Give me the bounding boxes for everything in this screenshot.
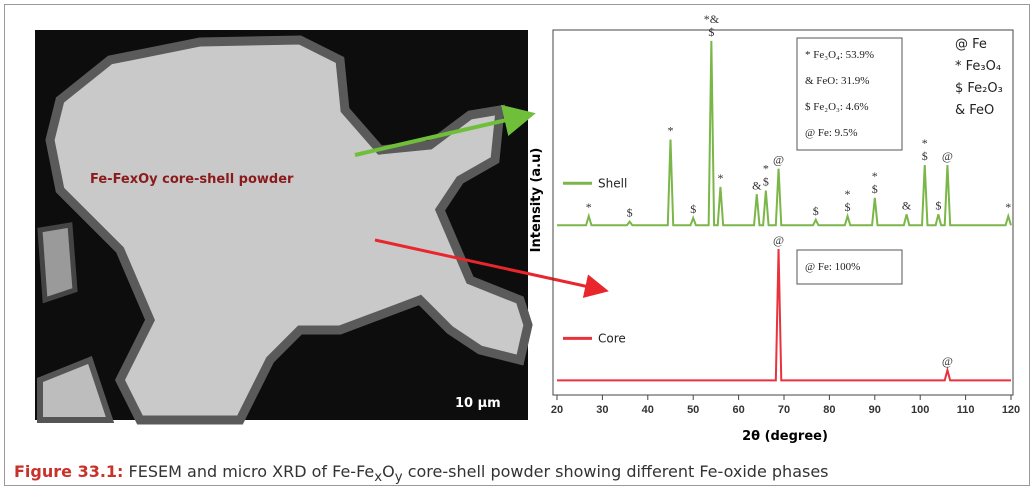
peak-label: @ [942, 149, 953, 163]
caption: Figure 33.1: FESEM and micro XRD of Fe-F… [14, 462, 829, 485]
caption-text: O [382, 462, 395, 481]
plot-frame [552, 29, 1014, 396]
y-axis-label: Intensity (a.u) [529, 148, 544, 253]
caption-label: Figure 33.1: [14, 462, 124, 481]
phase-key: & FeO [955, 103, 994, 118]
x-tick-label: 40 [642, 404, 654, 416]
info-box-line: @ Fe: 100% [805, 261, 860, 273]
peak-label: & [752, 178, 762, 192]
peak-label: $ [763, 175, 769, 189]
figure-frame [4, 4, 1030, 486]
x-tick-label: 100 [911, 404, 929, 416]
peak-label: *& [704, 12, 720, 26]
caption-sub: x [374, 470, 383, 486]
x-tick-label: 60 [732, 404, 744, 416]
caption-sub: y [394, 470, 403, 486]
x-tick-label: 70 [778, 404, 790, 416]
peak-label: $ [872, 182, 878, 196]
phase-key: $ Fe₂O₃ [955, 81, 1003, 96]
sem-image: Fe-FexOy core-shell powder 10 µm [35, 30, 533, 425]
info-box [796, 37, 903, 151]
info-box-line: * Fe₃O₄: 53.9% [805, 49, 874, 61]
peak-label: * [586, 200, 592, 214]
arrow [374, 238, 609, 298]
legend-label: Shell [598, 176, 627, 190]
caption-text: core-shell powder showing different Fe-o… [402, 462, 829, 481]
x-tick-label: 80 [823, 404, 835, 416]
x-tick-label: 30 [596, 404, 608, 416]
peak-label: @ [773, 233, 784, 247]
peak-label: * [845, 187, 851, 201]
x-axis-label: 2θ (degree) [742, 429, 828, 444]
peak-label: $ [708, 25, 714, 39]
peak-label: $ [690, 202, 696, 216]
info-box [796, 249, 903, 285]
caption-text: FESEM and micro XRD of Fe-Fe [128, 462, 375, 481]
peak-label: $ [935, 198, 941, 212]
peak-label: $ [627, 206, 633, 220]
peak-label: * [717, 171, 723, 185]
peak-label: @ [773, 153, 784, 167]
x-tick-label: 110 [957, 404, 975, 416]
phase-key: * Fe₃O₄ [955, 59, 1001, 74]
peak-label: * [922, 136, 928, 150]
sem-label: Fe-FexOy core-shell powder [90, 172, 294, 187]
scale-bar-label: 10 µm [455, 396, 501, 411]
peak-label: * [872, 169, 878, 183]
x-tick-label: 20 [551, 404, 563, 416]
phase-key: @ Fe [955, 37, 987, 52]
info-box-line: & FeO: 31.9% [805, 75, 869, 87]
series-line [557, 40, 1012, 227]
legend-label: Core [598, 331, 626, 345]
peak-label: $ [922, 149, 928, 163]
peak-label: * [763, 162, 769, 176]
peak-label: * [1005, 200, 1011, 214]
peak-label: $ [845, 200, 851, 214]
info-box-line: @ Fe: 9.5% [805, 127, 858, 139]
x-tick-label: 120 [1002, 404, 1020, 416]
series-line [557, 248, 1011, 382]
x-tick-label: 90 [869, 404, 881, 416]
peak-label: @ [942, 354, 953, 368]
arrow [354, 104, 536, 157]
peak-label: & [902, 198, 912, 212]
x-tick-label: 50 [687, 404, 699, 416]
peak-label: * [668, 124, 674, 138]
peak-label: $ [813, 204, 819, 218]
info-box-line: $ Fe₂O₃: 4.6% [805, 101, 869, 113]
figure: Fe-FexOy core-shell powder 10 µm 2θ (deg… [35, 12, 1020, 444]
